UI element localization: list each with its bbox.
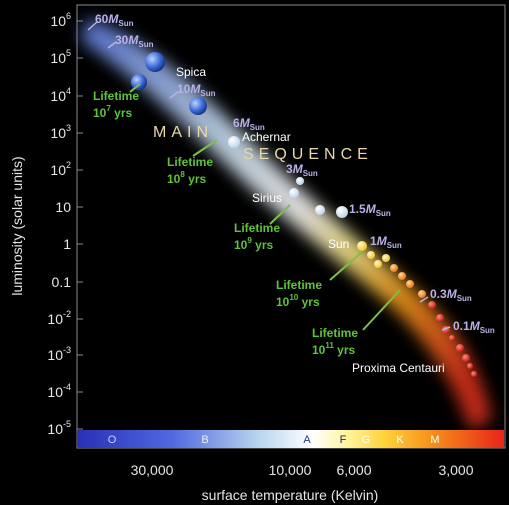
star-name-label: Achernar <box>242 130 291 144</box>
star-sirius <box>289 188 299 198</box>
spectral-class-o: O <box>108 434 117 446</box>
star-g1 <box>367 251 375 259</box>
star-30msun <box>131 74 147 90</box>
x-tick-label: 10,000 <box>269 462 312 478</box>
star-m4 <box>449 335 455 341</box>
star-achernar <box>228 136 240 148</box>
y-tick-label: 105 <box>50 48 71 66</box>
star-1-5msun <box>336 206 348 218</box>
y-tick-label: 10-5 <box>47 419 71 437</box>
spectral-class-f: F <box>340 434 347 446</box>
star-sun <box>357 241 367 251</box>
lifetime-value: 107 yrs <box>93 104 132 120</box>
star-k1 <box>390 264 398 272</box>
mass-label: 1MSun <box>370 234 402 250</box>
sequence-label: SEQUENCE <box>243 146 373 163</box>
spectral-class-b: B <box>201 434 208 446</box>
star-m2 <box>436 314 444 322</box>
y-tick-label: 106 <box>50 11 71 29</box>
y-tick-label: 1 <box>63 236 71 252</box>
x-tick-label: 6,000 <box>336 462 371 478</box>
spectral-class-m: M <box>430 434 439 446</box>
star-m1 <box>428 301 436 309</box>
y-tick-label: 10-4 <box>47 382 71 400</box>
mass-label: 30MSun <box>115 33 154 49</box>
mass-label: 0.3MSun <box>430 287 472 303</box>
star-name-label: Spica <box>176 65 206 79</box>
lifetime-title: Lifetime <box>167 155 213 169</box>
x-tick-label: 3,000 <box>438 462 473 478</box>
star-a <box>315 205 325 215</box>
x-axis-title: surface temperature (Kelvin) <box>202 487 379 503</box>
star-m7 <box>471 371 477 377</box>
star-m5 <box>456 344 464 352</box>
star-k4 <box>418 290 426 298</box>
lifetime-title: Lifetime <box>312 326 358 340</box>
spectral-class-k: K <box>396 434 404 446</box>
spectral-class-bar <box>78 430 504 448</box>
spectral-class-a: A <box>303 434 311 446</box>
star-k3 <box>406 280 414 288</box>
lifetime-title: Lifetime <box>234 221 280 235</box>
star-name-label: Sirius <box>252 191 282 205</box>
lifetime-value: 1010 yrs <box>276 293 320 309</box>
main-sequence-stars <box>131 52 477 377</box>
y-tick-label: 103 <box>50 123 71 141</box>
x-tick-label: 30,000 <box>131 462 174 478</box>
y-tick-label: 10-2 <box>47 309 71 327</box>
star-name-labels: Spica Achernar Sirius Sun Proxima Centauri <box>176 65 445 375</box>
star-name-label: Proxima Centauri <box>352 361 445 375</box>
lifetime-value: 1011 yrs <box>312 341 356 357</box>
star-10msun <box>189 97 207 115</box>
lifetime-title: Lifetime <box>276 278 322 292</box>
star-m6 <box>462 354 470 362</box>
main-label: MAIN <box>153 124 213 141</box>
main-sequence-band <box>80 18 492 430</box>
mass-label: 60MSun <box>95 12 134 28</box>
x-axis-tick-labels: 30,000 10,000 6,000 3,000 <box>131 462 474 478</box>
y-axis-title: luminosity (solar units) <box>9 156 25 295</box>
star-g2 <box>374 260 382 268</box>
lifetime-title: Lifetime <box>93 89 139 103</box>
y-tick-label: 102 <box>50 160 71 178</box>
y-tick-label: 0.1 <box>52 274 72 290</box>
star-k2 <box>398 272 406 280</box>
mass-pointers <box>87 21 451 331</box>
mass-label: 1.5MSun <box>349 202 391 218</box>
star-proxima <box>467 363 473 369</box>
star-g3 <box>382 254 390 262</box>
mass-label: 3MSun <box>286 162 318 178</box>
star-spica <box>145 52 165 72</box>
mass-label: 0.1MSun <box>453 319 495 335</box>
y-tick-label: 104 <box>50 86 71 104</box>
mass-label: 6MSun <box>233 116 265 132</box>
star-name-label: Sun <box>328 237 349 251</box>
y-tick-label: 10 <box>55 199 71 215</box>
lifetime-value: 108 yrs <box>167 170 206 186</box>
lifetime-pointers <box>129 83 401 331</box>
star-3msun <box>296 177 304 185</box>
y-tick-label: 10-3 <box>47 345 71 363</box>
mass-label: 10MSun <box>177 82 216 98</box>
lifetime-value: 109 yrs <box>234 236 273 252</box>
spectral-class-g: G <box>362 434 371 446</box>
mass-labels: 60MSun 30MSun 10MSun 6MSun 3MSun 1.5MSun 1MSun… <box>95 12 495 335</box>
